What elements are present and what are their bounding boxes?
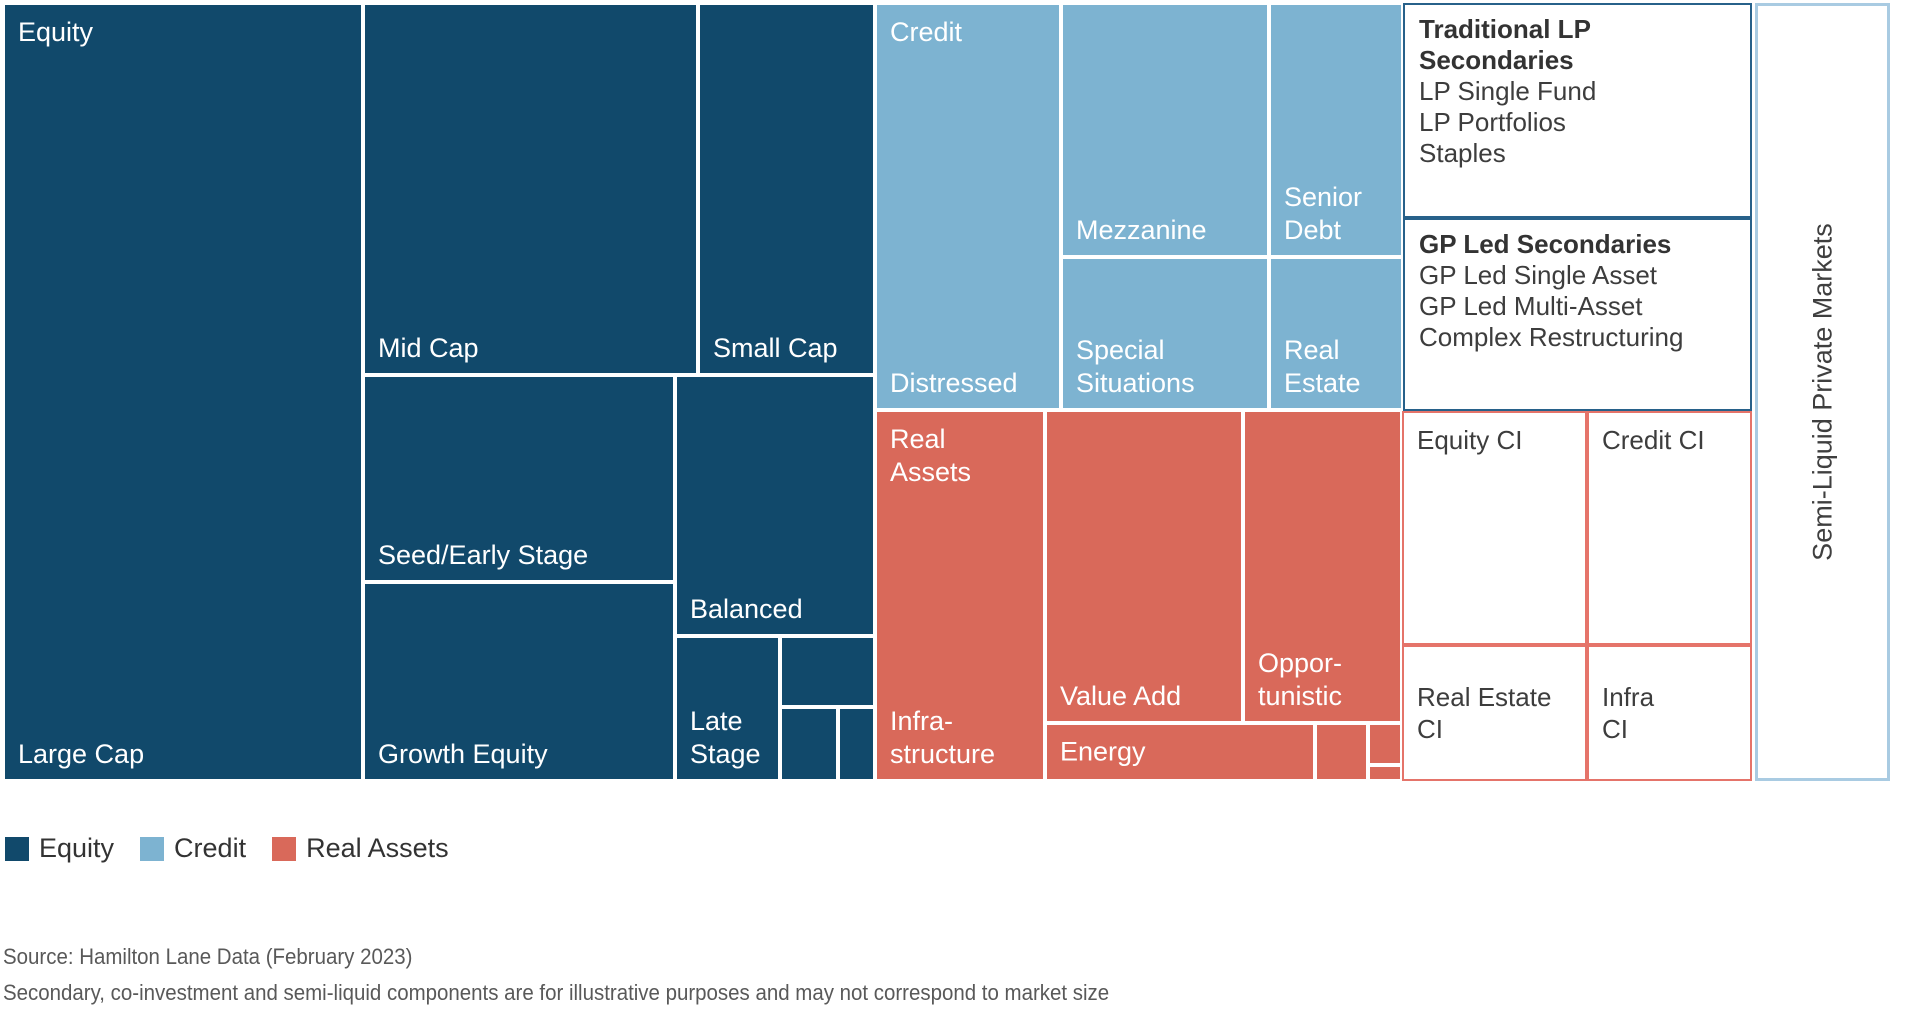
callout-traditional-lp-secondaries-line: Staples bbox=[1419, 138, 1506, 168]
box-real-estate-ci: Real Estate CI bbox=[1402, 645, 1587, 781]
box-infra-ci: Infra CI bbox=[1587, 645, 1752, 781]
real-assets-swatch-icon bbox=[272, 836, 297, 861]
cell-special-situations: Special Situations bbox=[1061, 257, 1269, 410]
cell-infrastructure-section-label: Real Assets bbox=[890, 424, 972, 487]
legend-item-credit: Credit bbox=[140, 833, 246, 864]
cell-mezzanine-label: Mezzanine bbox=[1076, 215, 1207, 245]
cell-opportunistic: Oppor- tunistic bbox=[1243, 410, 1402, 723]
cell-balanced: Balanced bbox=[675, 375, 875, 636]
cell-large-cap-section-label: Equity bbox=[18, 17, 94, 47]
cell-seed-early-stage: Seed/Early Stage bbox=[363, 375, 675, 582]
legend-label: Real Assets bbox=[306, 833, 449, 863]
cell-growth-equity-label: Growth Equity bbox=[378, 739, 548, 769]
legend-label: Credit bbox=[174, 833, 247, 863]
cell-value-add: Value Add bbox=[1045, 410, 1243, 723]
legend-item-real-assets: Real Assets bbox=[272, 833, 449, 864]
legend-item-equity: Equity bbox=[5, 833, 114, 864]
equity-swatch-icon bbox=[5, 836, 29, 861]
legend: Equity Credit Real Assets bbox=[5, 833, 449, 864]
cell-real-assets-small-3 bbox=[1368, 765, 1402, 781]
box-credit-ci-label: Credit CI bbox=[1602, 425, 1705, 455]
cell-seed-early-stage-label: Seed/Early Stage bbox=[378, 540, 589, 570]
cell-mezzanine: Mezzanine bbox=[1061, 3, 1269, 257]
callout-traditional-lp-secondaries-title-line: Secondaries bbox=[1419, 45, 1574, 75]
box-credit-ci: Credit CI bbox=[1587, 411, 1752, 645]
cell-infrastructure: Real Assets Infra- structure bbox=[875, 410, 1045, 781]
callout-gp-led-secondaries-line: Complex Restructuring bbox=[1419, 322, 1684, 352]
cell-mid-cap-label: Mid Cap bbox=[378, 333, 479, 363]
box-infra-ci-label: Infra CI bbox=[1602, 682, 1655, 744]
cell-energy-label: Energy bbox=[1060, 736, 1146, 767]
cell-balanced-label: Balanced bbox=[690, 594, 803, 624]
cell-distressed: Credit Distressed bbox=[875, 3, 1061, 410]
cell-senior-debt-label: Senior Debt bbox=[1284, 182, 1363, 245]
callout-gp-led-secondaries-line: GP Led Single Asset bbox=[1419, 260, 1658, 290]
cell-equity-small-2 bbox=[780, 707, 838, 781]
credit-swatch-icon bbox=[140, 836, 165, 861]
callout-traditional-lp-secondaries: Traditional LP Secondaries LP Single Fund L… bbox=[1403, 3, 1752, 218]
cell-large-cap: Equity Large Cap bbox=[3, 3, 363, 781]
disclaimer-note: Secondary, co-investment and semi-liquid… bbox=[3, 980, 1110, 1005]
box-real-estate-ci-label: Real Estate CI bbox=[1417, 682, 1552, 744]
cell-small-cap: Small Cap bbox=[698, 3, 875, 375]
cell-real-assets-small-1 bbox=[1315, 723, 1368, 781]
source-note: Source: Hamilton Lane Data (February 202… bbox=[3, 944, 413, 969]
cell-late-stage-label: Late Stage bbox=[690, 706, 761, 769]
panel-semi-liquid-label: Semi-Liquid Private Markets bbox=[1807, 223, 1837, 561]
cell-mid-cap: Mid Cap bbox=[363, 3, 698, 375]
cell-growth-equity: Growth Equity bbox=[363, 582, 675, 781]
callout-gp-led-secondaries: GP Led Secondaries GP Led Single Asset GP … bbox=[1403, 218, 1752, 411]
cell-real-assets-small-2 bbox=[1368, 723, 1402, 765]
cell-equity-small-3 bbox=[838, 707, 875, 781]
callout-gp-led-secondaries-line: GP Led Multi-Asset bbox=[1419, 291, 1643, 321]
cell-equity-small-1 bbox=[780, 636, 875, 707]
cell-distressed-section-label: Credit bbox=[890, 17, 963, 47]
callout-traditional-lp-secondaries-line: LP Portfolios bbox=[1419, 107, 1566, 137]
cell-credit-real-estate-label: Real Estate bbox=[1284, 335, 1361, 398]
cell-late-stage: Late Stage bbox=[675, 636, 780, 781]
cell-distressed-label: Distressed bbox=[890, 368, 1018, 398]
cell-credit-real-estate: Real Estate bbox=[1269, 257, 1403, 410]
box-equity-ci: Equity CI bbox=[1402, 411, 1587, 645]
callout-traditional-lp-secondaries-title-line: Traditional LP bbox=[1419, 14, 1591, 44]
legend-label: Equity bbox=[39, 833, 115, 863]
callout-gp-led-secondaries-title-line: GP Led Secondaries bbox=[1419, 229, 1672, 259]
panel-semi-liquid: Semi-Liquid Private Markets bbox=[1755, 3, 1890, 781]
cell-senior-debt: Senior Debt bbox=[1269, 3, 1403, 257]
cell-energy: Energy bbox=[1045, 723, 1315, 781]
footer: Source: Hamilton Lane Data (February 202… bbox=[3, 939, 1109, 1011]
callout-traditional-lp-secondaries-line: LP Single Fund bbox=[1419, 76, 1597, 106]
box-equity-ci-label: Equity CI bbox=[1417, 425, 1523, 455]
cell-infrastructure-label: Infra- structure bbox=[890, 706, 996, 769]
cell-special-situations-label: Special Situations bbox=[1076, 335, 1195, 398]
cell-opportunistic-label: Oppor- tunistic bbox=[1258, 648, 1343, 711]
cell-small-cap-label: Small Cap bbox=[713, 333, 838, 363]
cell-value-add-label: Value Add bbox=[1060, 681, 1182, 711]
cell-large-cap-label: Large Cap bbox=[18, 739, 145, 769]
